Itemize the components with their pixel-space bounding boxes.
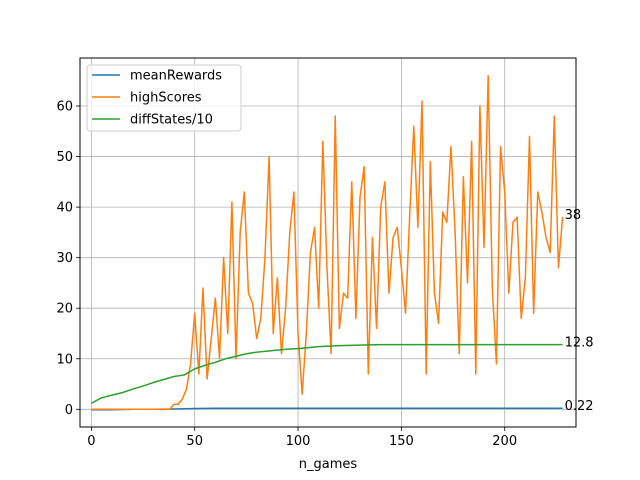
x-tick-label: 150 — [389, 434, 414, 449]
series-layer — [91, 74, 564, 411]
legend: meanRewards highScores diffStates/10 — [86, 64, 242, 132]
x-tick-label: 50 — [186, 434, 203, 449]
x-axis-title: n_games — [299, 457, 358, 472]
series-line-highscores — [91, 74, 564, 411]
end-value-label-diffstates-10: 12.8 — [565, 336, 594, 351]
y-tick-label: 0 — [65, 403, 73, 418]
series-line-diffstates-10 — [91, 343, 563, 404]
end-labels: 0.22 38 12.8 — [565, 208, 594, 414]
x-tick-label: 0 — [87, 434, 95, 449]
y-tick-label: 20 — [56, 302, 73, 317]
x-tick-label: 100 — [286, 434, 311, 449]
y-tick-label: 30 — [56, 251, 73, 266]
y-tick-label: 10 — [56, 352, 73, 367]
y-tick-label: 60 — [56, 100, 73, 115]
legend-label-highscores: highScores — [130, 91, 202, 106]
legend-label-diffstates-10: diffStates/10 — [130, 113, 213, 128]
legend-box — [86, 64, 242, 132]
end-value-label-highscores: 38 — [565, 208, 582, 223]
grid — [80, 58, 576, 427]
y-tick-label: 40 — [56, 201, 73, 216]
end-value-label-meanrewards: 0.22 — [565, 399, 594, 414]
legend-label-meanrewards: meanRewards — [130, 69, 222, 84]
ticks: 0 50 100 150 200 0 10 20 30 40 50 60 — [56, 100, 517, 449]
x-tick-label: 200 — [492, 434, 517, 449]
plot-frame — [79, 57, 577, 428]
y-tick-label: 50 — [56, 150, 73, 165]
